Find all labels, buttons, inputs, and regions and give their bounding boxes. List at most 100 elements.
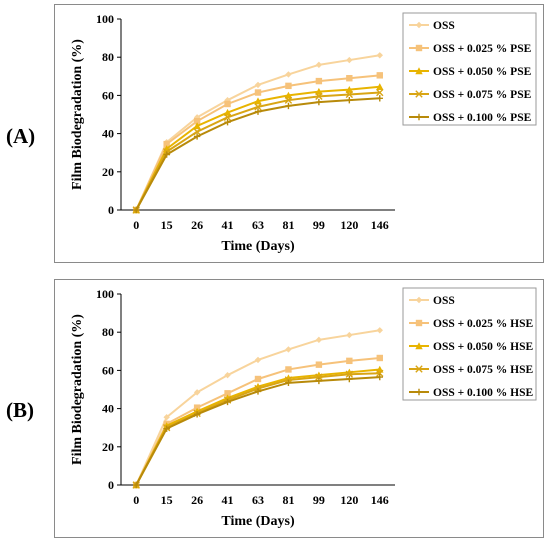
data-point-series-3 [223,113,232,122]
data-point-series-3 [254,103,262,111]
x-tick-label: 146 [371,493,389,507]
x-tick-label: 26 [191,218,203,232]
x-tick-label: 0 [133,218,139,232]
legend-marker-2 [415,342,423,350]
x-tick-label: 81 [282,493,294,507]
data-point-series-3 [284,96,293,104]
x-tick-label: 26 [191,493,203,507]
y-tick-label: 60 [102,363,114,377]
y-tick-label: 100 [96,287,114,301]
data-point-series-0 [285,346,292,353]
data-point-series-3 [193,127,201,136]
data-point-series-1 [224,100,231,108]
data-point-series-3 [345,370,354,378]
data-point-series-0 [193,389,201,396]
x-tick-label: 63 [252,493,264,507]
data-point-series-0 [376,327,383,334]
data-point-series-2 [315,87,323,95]
data-point-series-4 [285,379,292,387]
x-tick-label: 41 [222,493,234,507]
data-point-series-2 [345,85,354,93]
data-point-series-4 [133,481,140,489]
data-point-series-1 [254,89,262,96]
data-point-series-4 [163,151,170,158]
y-tick-label: 20 [102,440,114,454]
data-point-series-1 [315,361,323,368]
data-point-series-4 [224,118,231,126]
data-point-series-0 [346,56,353,64]
x-tick-label: 146 [371,218,389,232]
data-point-series-3 [376,88,384,97]
data-point-series-4 [193,133,201,140]
data-point-series-1 [376,354,383,362]
data-point-series-3 [315,373,323,381]
y-tick-label: 80 [102,50,114,64]
data-point-series-0 [163,413,170,421]
data-point-series-4 [254,108,262,115]
legend-label-1: OSS + 0.025 % PSE [433,43,532,55]
data-point-series-2 [193,122,201,130]
legend-marker-4 [415,113,423,121]
data-point-series-3 [315,92,323,101]
data-point-series-1 [376,72,383,79]
legend-marker-0 [415,296,423,304]
data-point-series-0 [315,61,323,69]
chart-a-svg: 0 20 40 60 80 100 0 15 26 41 63 81 99 120 146 Time (Day… [70,12,537,254]
data-point-series-2 [223,108,232,116]
y-axis-title: Film Biodegradation (%) [70,314,85,465]
data-point-series-0 [376,52,383,59]
data-point-series-3 [345,90,354,99]
x-tick-label: 15 [161,218,173,232]
legend-marker-3 [415,365,423,373]
data-point-series-1 [163,140,170,148]
data-point-series-1 [346,75,353,82]
legend-marker-3 [415,90,423,98]
chart-b-svg: 0 20 40 60 80 100 0 15 26 41 63 81 99 120 146 Time (Day… [70,287,537,529]
x-axis-title: Time (Days) [221,239,295,254]
legend-label-4: OSS + 0.100 % PSE [433,112,532,124]
x-tick-label: 15 [161,493,173,507]
series-line-4 [135,97,380,211]
x-tick-label: 120 [340,218,358,232]
legend-marker-2 [415,67,423,75]
data-point-series-0 [193,114,201,121]
legend-marker-0 [415,21,423,29]
legend-box [402,287,537,401]
data-point-series-0 [285,71,292,78]
series-line-0 [135,329,380,486]
data-point-series-4 [376,373,383,381]
panel-b-letter: (B) [6,398,34,422]
legend-label-2: OSS + 0.050 % PSE [433,66,532,78]
data-point-series-0 [224,371,231,379]
legend-label-1: OSS + 0.025 % HSE [433,318,534,330]
data-point-series-4 [285,102,292,110]
chart-panel-b: 0 20 40 60 80 100 0 15 26 41 63 81 99 120 146 Time (Day… [54,279,544,538]
data-point-series-4 [133,206,140,214]
data-point-series-2 [284,91,293,99]
data-point-series-4 [315,98,323,106]
x-tick-label: 41 [222,218,234,232]
data-point-series-4 [193,411,201,418]
chart-panel-a: 0 20 40 60 80 100 0 15 26 41 63 81 99 120 146 Time (Day… [54,4,544,263]
x-tick-label: 99 [313,218,325,232]
y-tick-label: 80 [102,325,114,339]
x-tick-label: 99 [313,493,325,507]
data-point-series-2 [254,97,262,105]
data-point-series-0 [346,331,353,339]
data-point-series-1 [254,375,262,383]
data-point-series-4 [315,377,323,385]
data-point-series-4 [224,398,231,406]
data-point-series-1 [315,77,323,85]
data-point-series-4 [163,425,170,432]
data-point-series-4 [376,95,383,102]
x-tick-label: 63 [252,218,264,232]
x-tick-label: 0 [133,493,139,507]
legend-label-0: OSS [433,295,455,307]
y-tick-label: 40 [102,127,114,141]
data-point-series-1 [224,390,231,397]
data-point-series-2 [376,83,384,91]
y-tick-label: 20 [102,165,114,179]
data-point-series-4 [346,375,353,383]
data-point-series-4 [254,388,262,395]
data-point-series-1 [285,366,292,373]
